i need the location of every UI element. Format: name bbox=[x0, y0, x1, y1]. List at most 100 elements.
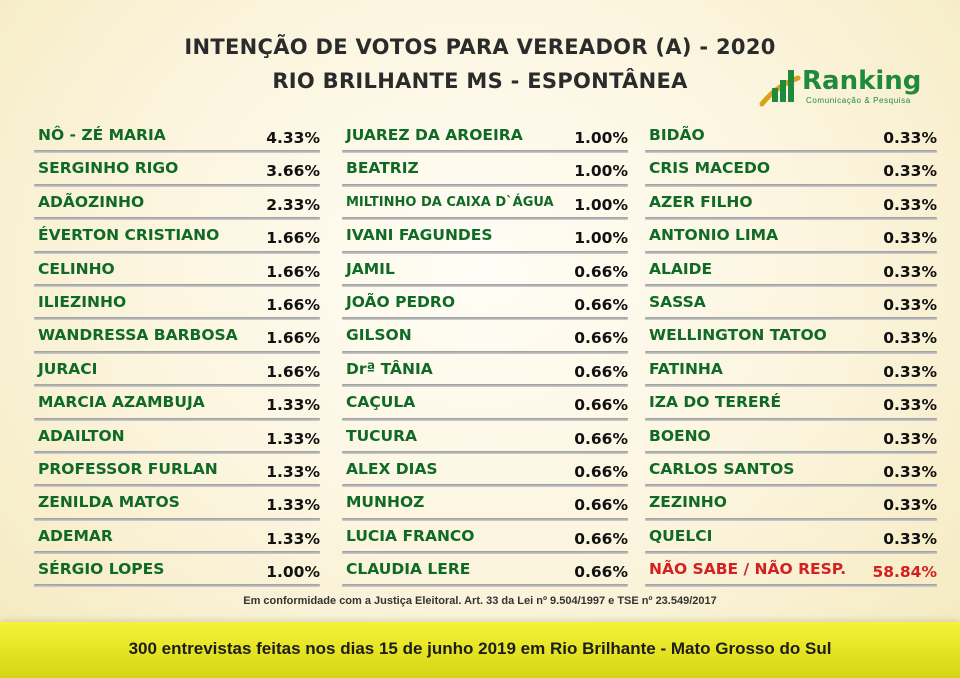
candidate-percentage: 1.33% bbox=[266, 396, 320, 415]
logo-wordmark: Ranking bbox=[802, 66, 922, 96]
row-divider bbox=[34, 484, 320, 488]
candidate-name: BIDÃO bbox=[649, 126, 705, 144]
candidate-percentage: 0.33% bbox=[883, 195, 937, 214]
candidate-percentage: 0.33% bbox=[883, 429, 937, 448]
row-divider bbox=[342, 450, 628, 454]
candidate-row: JURACI 1.66% bbox=[34, 354, 320, 388]
footer-text: 300 entrevistas feitas nos dias 15 de ju… bbox=[128, 639, 832, 658]
candidate-name: ÉVERTON CRISTIANO bbox=[38, 226, 220, 245]
candidate-percentage: 0.66% bbox=[574, 295, 628, 314]
candidate-name: GILSON bbox=[346, 326, 412, 345]
candidate-percentage: 1.66% bbox=[266, 329, 320, 348]
row-divider bbox=[34, 217, 320, 221]
row-divider bbox=[645, 317, 937, 321]
candidate-name: IZA DO TERERÉ bbox=[649, 393, 782, 412]
candidate-row: ZENILDA MATOS 1.33% bbox=[34, 487, 320, 521]
candidate-row: ALAIDE 0.33% bbox=[645, 254, 937, 287]
candidate-row: AZER FILHO 0.33% bbox=[645, 187, 937, 221]
row-divider bbox=[645, 217, 937, 221]
candidate-name: WELLINGTON TATOO bbox=[649, 326, 827, 345]
row-divider bbox=[645, 283, 937, 287]
candidate-name: ADAILTON bbox=[38, 426, 125, 445]
candidate-name: CELINHO bbox=[38, 259, 115, 278]
row-divider bbox=[34, 384, 320, 388]
candidate-percentage: 1.33% bbox=[266, 529, 320, 548]
candidate-percentage: 1.66% bbox=[266, 295, 320, 314]
candidate-name: ZEZINHO bbox=[649, 493, 727, 512]
candidate-percentage: 58.84% bbox=[872, 563, 937, 582]
candidate-percentage: 0.33% bbox=[883, 329, 937, 348]
candidate-row: ADEMAR 1.33% bbox=[34, 521, 320, 555]
candidate-row: IVANI FAGUNDES 1.00% bbox=[342, 220, 628, 254]
candidate-percentage: 1.66% bbox=[266, 262, 320, 281]
candidates-column-1: NÔ - ZÉ MARIA 4.33% SERGINHO RIGO 3.66% ADÃO… bbox=[34, 120, 320, 588]
candidate-name: PROFESSOR FURLAN bbox=[38, 459, 218, 478]
candidate-name: SÉRGIO LOPES bbox=[38, 560, 165, 579]
candidate-name: MILTINHO DA CAIXA D`ÁGUA bbox=[346, 194, 554, 210]
candidate-row: Drª TÂNIA 0.66% bbox=[342, 354, 628, 388]
candidate-row: QUELCI 0.33% bbox=[645, 521, 937, 555]
candidate-row: WANDRESSA BARBOSA 1.66% bbox=[34, 320, 320, 354]
candidate-row: ÉVERTON CRISTIANO 1.66% bbox=[34, 220, 320, 254]
row-divider bbox=[342, 484, 628, 488]
candidate-name: SERGINHO RIGO bbox=[38, 159, 179, 178]
row-divider bbox=[342, 551, 628, 555]
row-divider bbox=[645, 350, 937, 354]
row-divider bbox=[342, 350, 628, 354]
candidate-row: BEATRIZ 1.00% bbox=[342, 153, 628, 187]
footer-banner: 300 entrevistas feitas nos dias 15 de ju… bbox=[0, 622, 960, 678]
candidate-percentage: 0.66% bbox=[574, 563, 628, 582]
candidate-name: AZER FILHO bbox=[649, 192, 753, 211]
row-divider bbox=[34, 250, 320, 254]
candidate-name: JOÃO PEDRO bbox=[346, 292, 456, 311]
candidate-row: ADAILTON 1.33% bbox=[34, 421, 320, 454]
candidate-row: MARCIA AZAMBUJA 1.33% bbox=[34, 387, 320, 421]
ranking-logo-icon bbox=[759, 70, 801, 107]
candidate-name: ZENILDA MATOS bbox=[38, 493, 180, 512]
row-divider bbox=[34, 150, 320, 154]
candidate-name: CARLOS SANTOS bbox=[649, 459, 795, 478]
row-divider bbox=[342, 183, 628, 187]
row-divider bbox=[342, 283, 628, 287]
candidate-row: CAÇULA 0.66% bbox=[342, 387, 628, 421]
row-divider bbox=[342, 417, 628, 421]
row-divider bbox=[342, 317, 628, 321]
candidate-row: CRIS MACEDO 0.33% bbox=[645, 153, 937, 187]
candidate-row: ANTONIO LIMA 0.33% bbox=[645, 220, 937, 254]
row-divider bbox=[34, 517, 320, 521]
logo-tagline: Comunicação & Pesquisa bbox=[806, 96, 911, 105]
candidate-name: SASSA bbox=[649, 292, 706, 311]
candidate-row: ALEX DIAS 0.66% bbox=[342, 454, 628, 488]
candidate-row: MUNHOZ 0.66% bbox=[342, 487, 628, 521]
row-divider bbox=[645, 450, 937, 454]
candidate-row: FATINHA 0.33% bbox=[645, 354, 937, 388]
candidate-name: MARCIA AZAMBUJA bbox=[38, 393, 205, 412]
candidate-percentage: 0.33% bbox=[883, 129, 937, 147]
candidate-name: FATINHA bbox=[649, 359, 723, 378]
candidate-percentage: 1.66% bbox=[266, 229, 320, 248]
candidate-row: BOENO 0.33% bbox=[645, 421, 937, 454]
candidate-name: ALEX DIAS bbox=[346, 459, 438, 478]
candidate-percentage: 0.66% bbox=[574, 329, 628, 348]
candidate-percentage: 0.33% bbox=[883, 396, 937, 415]
candidate-name: CLAUDIA LERE bbox=[346, 560, 471, 579]
row-divider bbox=[34, 584, 320, 588]
candidate-row: WELLINGTON TATOO 0.33% bbox=[645, 320, 937, 354]
candidate-name: ALAIDE bbox=[649, 259, 713, 278]
candidate-name: JURACI bbox=[38, 359, 98, 378]
row-divider bbox=[342, 217, 628, 221]
candidate-percentage: 1.00% bbox=[266, 563, 320, 582]
candidate-percentage: 1.33% bbox=[266, 429, 320, 448]
candidate-row: IZA DO TERERÉ 0.33% bbox=[645, 387, 937, 421]
candidate-percentage: 1.00% bbox=[574, 195, 628, 214]
candidate-name: WANDRESSA BARBOSA bbox=[38, 326, 238, 345]
candidate-percentage: 1.00% bbox=[574, 129, 628, 147]
row-divider bbox=[34, 551, 320, 555]
legal-note: Em conformidade com a Justiça Eleitoral.… bbox=[243, 595, 717, 607]
candidate-row: SÉRGIO LOPES 1.00% bbox=[34, 554, 320, 588]
candidate-percentage: 0.66% bbox=[574, 462, 628, 481]
candidate-percentage: 0.33% bbox=[883, 162, 937, 181]
row-divider bbox=[645, 150, 937, 154]
candidate-percentage: 3.66% bbox=[266, 162, 320, 181]
candidate-name: NÃO SABE / NÃO RESP. bbox=[649, 560, 847, 579]
